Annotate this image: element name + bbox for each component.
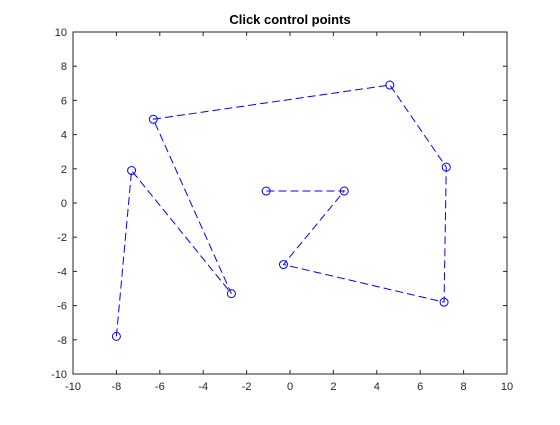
chart-title: Click control points [229, 12, 350, 27]
y-tick-label: -6 [57, 301, 67, 313]
x-tick-label: 2 [330, 381, 336, 393]
data-point[interactable] [127, 166, 137, 176]
data-point[interactable] [111, 331, 121, 341]
x-tick-label: -6 [155, 381, 165, 393]
y-tick-label: 8 [61, 61, 67, 73]
data-point[interactable] [261, 186, 271, 196]
axes-layer: -10 -8 -6 -4 -2 0 2 4 6 8 10 -10 -8 -6 -4 -2 0 2 4 6 8 10 [51, 27, 513, 393]
y-tick-label: 6 [61, 95, 67, 107]
y-tick-label: 2 [61, 164, 67, 176]
x-tick-label: -4 [198, 381, 208, 393]
data-point[interactable] [226, 289, 236, 299]
y-tick-label: 4 [61, 130, 67, 142]
series-layer [111, 80, 451, 341]
data-point[interactable] [439, 297, 449, 307]
x-tick-label: -2 [242, 381, 252, 393]
data-point[interactable] [441, 162, 451, 172]
y-tick-label: 0 [61, 198, 67, 210]
x-tick-label: 10 [501, 381, 513, 393]
x-tick-label: 8 [461, 381, 467, 393]
x-tick-label: -8 [112, 381, 122, 393]
x-tick-label: -10 [65, 381, 81, 393]
y-tick-label: 10 [55, 27, 67, 39]
data-point[interactable] [385, 80, 395, 90]
y-tick-label: -10 [51, 369, 67, 381]
plot-area[interactable] [73, 32, 507, 374]
y-tick-label: -8 [57, 335, 67, 347]
x-tick-label: 6 [417, 381, 423, 393]
data-point[interactable] [278, 260, 288, 270]
data-point[interactable] [148, 114, 158, 124]
x-tick-label: 4 [374, 381, 380, 393]
y-tick-label: -4 [57, 266, 67, 278]
y-tick-label: -2 [57, 232, 67, 244]
data-point[interactable] [339, 186, 349, 196]
x-tick-label: 0 [287, 381, 293, 393]
series-line [115, 84, 447, 337]
